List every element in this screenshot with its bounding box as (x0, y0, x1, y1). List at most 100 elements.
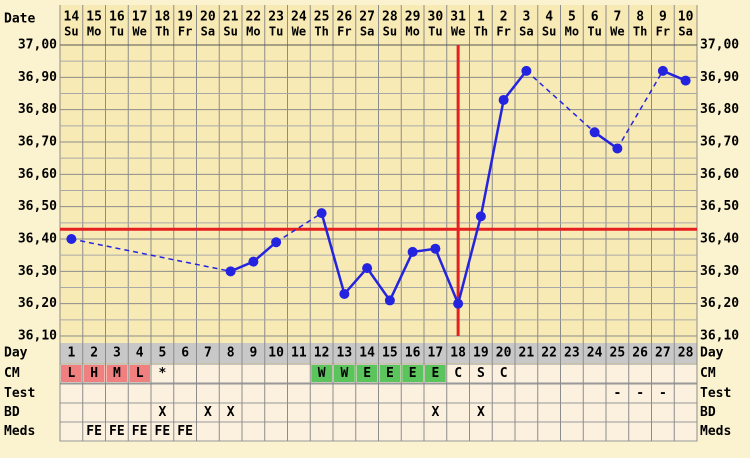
day-number: 13 (337, 346, 353, 361)
y-tick-label: 36,50 (18, 199, 57, 214)
line-segment (456, 216, 483, 304)
day-number: 6 (181, 346, 189, 361)
temperature-point (316, 208, 327, 219)
y-tick-label: 37,00 (18, 38, 57, 53)
date-label: 2 (500, 10, 508, 25)
day-number: 8 (227, 346, 235, 361)
date-label: 15 (86, 10, 102, 25)
table-cell: E (431, 366, 439, 381)
day-number: 10 (268, 346, 284, 361)
temperature-point (66, 234, 77, 244)
table-cell: C (454, 366, 462, 381)
temperature-point (612, 143, 623, 154)
cell-highlight (356, 365, 378, 382)
day-number: 7 (204, 346, 212, 361)
table-cell: E (363, 366, 371, 381)
temperature-point (225, 266, 236, 277)
day-number: 24 (587, 346, 603, 361)
date-label: 1 (477, 10, 485, 25)
weekday-label: Tu (428, 25, 442, 39)
temperature-point (271, 237, 282, 248)
day-number: 22 (541, 346, 557, 361)
weekday-label: We (292, 25, 306, 39)
table-cell: X (204, 405, 212, 420)
weekday-label: Su (542, 25, 556, 39)
weekday-label: We (610, 25, 624, 39)
date-label: 19 (177, 10, 193, 25)
line-segment (320, 212, 346, 295)
temperature-point (657, 65, 668, 76)
day-number: 5 (158, 346, 166, 361)
temperature-point (521, 65, 532, 76)
weekday-label: Sa (201, 25, 215, 39)
y-tick-label: 36,30 (18, 264, 57, 279)
weekday-label: Su (64, 25, 78, 39)
table-cell: X (158, 405, 166, 420)
date-label: 26 (337, 10, 353, 25)
table-cell: E (409, 366, 417, 381)
day-number: 4 (136, 346, 144, 361)
day-number: 23 (564, 346, 580, 361)
temperature-point (430, 243, 441, 254)
y-tick-label-right: 36,20 (700, 296, 739, 311)
day-number: 28 (678, 346, 694, 361)
table-cell: X (431, 405, 439, 420)
weekday-label: Sa (519, 25, 533, 39)
row-label: BD (4, 405, 20, 420)
line-segment (388, 251, 414, 301)
table-cell: X (227, 405, 235, 420)
table-cell: C (500, 366, 508, 381)
cell-highlight (402, 365, 423, 382)
day-number: 3 (113, 346, 121, 361)
weekday-label: Mo (565, 25, 579, 39)
day-number: 14 (359, 346, 375, 361)
date-label: 8 (636, 10, 644, 25)
date-label: 21 (223, 10, 239, 25)
cell-highlight (83, 365, 105, 382)
date-label: 25 (314, 10, 330, 25)
date-label: 24 (291, 10, 307, 25)
weekday-label: We (132, 25, 146, 39)
weekday-label: Sa (360, 25, 374, 39)
table-cell: E (386, 366, 394, 381)
day-number: 16 (405, 346, 421, 361)
weekday-label: Tu (587, 25, 601, 39)
line-segment (502, 70, 528, 101)
weekday-label: Su (223, 25, 237, 39)
y-tick-label-right: 36,60 (700, 167, 739, 182)
date-label: 17 (132, 10, 148, 25)
row-label: CM (4, 366, 20, 381)
weekday-label: Fr (656, 25, 670, 39)
day-number: 21 (519, 346, 535, 361)
table-cell: W (340, 366, 348, 381)
table-cell: L (136, 366, 144, 381)
weekday-label: Fr (337, 25, 351, 39)
y-tick-label-right: 36,90 (700, 70, 739, 85)
y-tick-label: 36,90 (18, 70, 57, 85)
temperature-point (384, 295, 395, 306)
y-tick-label: 36,70 (18, 135, 57, 150)
day-number: 17 (428, 346, 444, 361)
day-number: 11 (291, 346, 307, 361)
cell-highlight (425, 365, 446, 382)
row-label: Day (4, 346, 28, 361)
line-segment (343, 267, 369, 295)
y-tick-label: 36,10 (18, 329, 57, 344)
weekday-label: Th (155, 25, 169, 39)
row-label-right: Day (700, 346, 724, 361)
table-cell: FE (109, 424, 125, 439)
date-label: 20 (200, 10, 216, 25)
row-label-right: BD (700, 405, 716, 420)
y-tick-label: 36,80 (18, 102, 57, 117)
table-cell: FE (177, 424, 193, 439)
table-cell: FE (155, 424, 171, 439)
y-tick-label-right: 36,40 (700, 232, 739, 247)
table-cell: - (659, 386, 667, 401)
weekday-label: Su (383, 25, 397, 39)
weekday-label: Mo (405, 25, 419, 39)
row-label: Test (4, 386, 35, 401)
y-tick-label-right: 37,00 (700, 38, 739, 53)
weekday-label: Tu (269, 25, 283, 39)
table-cell: S (477, 366, 485, 381)
